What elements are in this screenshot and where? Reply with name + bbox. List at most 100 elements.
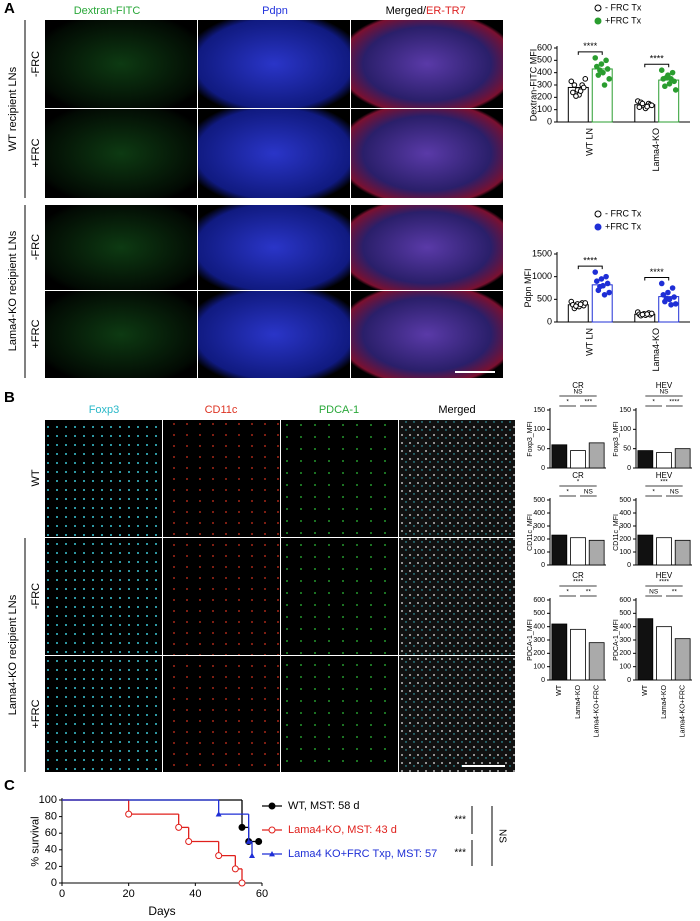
y-tick-label: 300 xyxy=(619,637,631,644)
group-label: WT recipient LNs xyxy=(7,66,19,151)
x-tick-label: WT LN xyxy=(585,128,595,156)
data-point xyxy=(672,87,679,93)
micrograph xyxy=(45,291,197,378)
chart-title: CR xyxy=(572,381,584,390)
significance: NS xyxy=(659,389,669,396)
chart-title: HEV xyxy=(656,571,673,580)
y-tick-label: 500 xyxy=(533,610,545,617)
bar xyxy=(588,442,605,469)
x-tick-label: Lama4-KO xyxy=(651,328,661,372)
data-point xyxy=(662,83,668,90)
significance-bracket xyxy=(644,276,670,281)
chart-title: CR xyxy=(572,571,584,580)
data-point xyxy=(636,104,643,110)
y-tick-label: 300 xyxy=(533,523,545,530)
group-label: Lama4-KO recipient LNs xyxy=(7,594,19,715)
y-tick-label: 200 xyxy=(537,92,552,102)
y-axis-label: CD11c_MFI xyxy=(527,514,534,551)
y-tick-label: 60 xyxy=(45,827,57,839)
y-tick-label: 0 xyxy=(541,562,545,569)
column-header: Merged xyxy=(438,404,475,416)
y-tick-label: 600 xyxy=(533,597,545,604)
significance: NS xyxy=(584,489,594,496)
micrograph xyxy=(163,538,280,655)
row-label: WT xyxy=(30,469,42,486)
significance: **** xyxy=(659,579,670,586)
significance: NS xyxy=(496,829,507,843)
significance: * xyxy=(566,489,569,496)
data-point xyxy=(571,82,578,88)
micrograph xyxy=(45,20,197,108)
y-tick-label: 0 xyxy=(627,562,631,569)
data-point xyxy=(639,311,646,318)
panel-b-images xyxy=(24,420,515,772)
data-point xyxy=(604,280,611,287)
bar xyxy=(551,623,568,681)
data-point xyxy=(594,4,602,12)
y-tick-label: 0 xyxy=(627,677,631,684)
data-point xyxy=(669,285,676,291)
data-point xyxy=(593,278,600,285)
bar xyxy=(674,448,691,469)
data-point xyxy=(215,811,222,817)
data-point xyxy=(603,57,609,64)
y-axis-label: PDCA-1_MFI xyxy=(527,619,534,661)
y-tick-label: 300 xyxy=(537,79,552,89)
y-axis-label: % survival xyxy=(29,816,41,866)
x-tick-label: Lama4-KO xyxy=(661,684,668,718)
micrograph xyxy=(351,205,503,290)
data-point xyxy=(658,67,665,73)
data-point xyxy=(238,823,246,831)
row-label: -FRC xyxy=(30,583,42,609)
significance: NS xyxy=(670,489,680,496)
data-point xyxy=(573,93,579,99)
data-point xyxy=(577,88,584,94)
significance: * xyxy=(577,479,580,486)
data-point xyxy=(238,879,246,887)
y-tick-label: 40 xyxy=(45,844,57,856)
data-point xyxy=(671,294,677,300)
micrograph xyxy=(399,656,515,772)
micrograph xyxy=(45,420,162,537)
panel-label: B xyxy=(4,389,15,406)
data-point xyxy=(669,69,676,76)
y-tick-label: 100 xyxy=(619,664,631,671)
y-tick-label: 200 xyxy=(533,650,545,657)
significance-bracket xyxy=(577,51,603,55)
data-point xyxy=(604,66,611,72)
data-point xyxy=(582,76,589,82)
bar xyxy=(656,537,672,566)
x-tick-label: Lama4-KO+FRC xyxy=(680,685,687,737)
y-tick-label: 300 xyxy=(533,637,545,644)
data-point xyxy=(601,82,608,88)
data-point xyxy=(231,865,239,873)
x-tick-label: WT xyxy=(556,684,563,696)
bar xyxy=(674,638,691,681)
column-header: Foxp3 xyxy=(89,404,120,416)
y-tick-label: 150 xyxy=(533,407,545,414)
panel-label: A xyxy=(4,0,15,17)
significance: *** xyxy=(454,815,466,826)
significance-bracket xyxy=(644,63,670,68)
data-point xyxy=(648,102,655,109)
significance: *** xyxy=(585,399,593,406)
micrograph xyxy=(198,20,350,108)
significance: **** xyxy=(573,579,584,586)
y-tick-label: 0 xyxy=(627,465,631,472)
x-tick-label: 20 xyxy=(123,888,135,900)
bar xyxy=(637,450,654,469)
data-point xyxy=(660,292,667,298)
y-tick-label: 500 xyxy=(537,294,552,304)
data-point xyxy=(606,289,613,296)
micrograph xyxy=(281,656,398,772)
data-point xyxy=(580,84,587,91)
data-point xyxy=(665,289,671,296)
x-tick-label: WT LN xyxy=(585,328,595,356)
column-header: Dextran-FITC xyxy=(74,5,141,17)
y-tick-label: 200 xyxy=(533,536,545,543)
legend-label: - FRC Tx xyxy=(605,2,642,12)
micrograph xyxy=(198,109,350,198)
micrograph xyxy=(351,20,503,108)
data-point xyxy=(568,78,575,85)
y-tick-label: 100 xyxy=(39,794,57,806)
